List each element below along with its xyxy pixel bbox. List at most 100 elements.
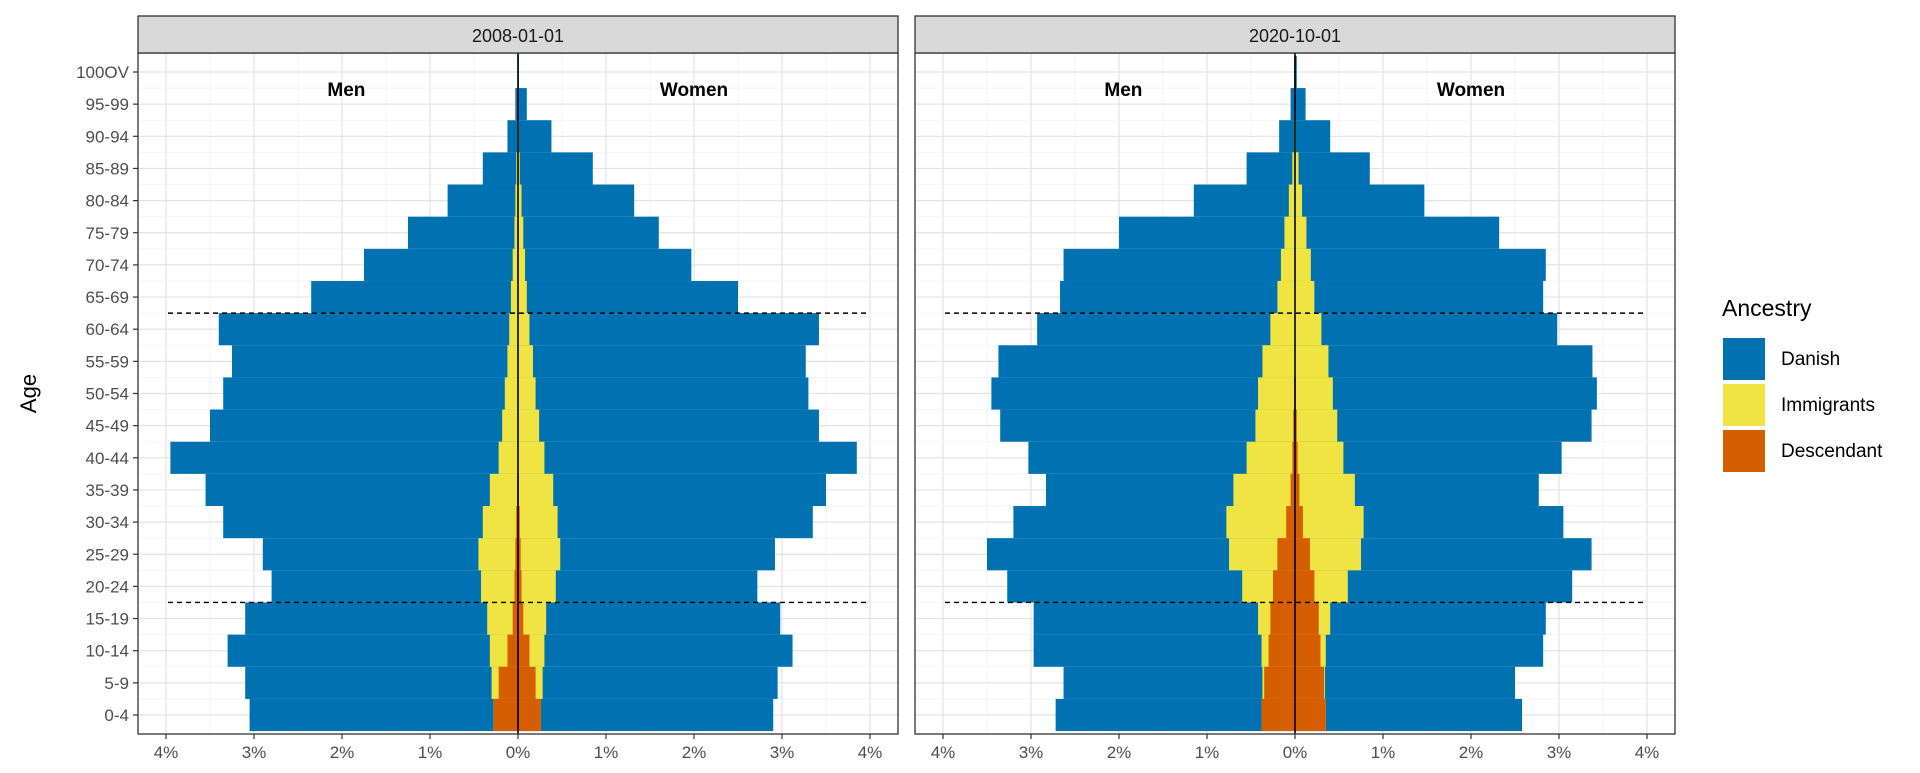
bar-immigrants-men [512,248,518,281]
bar-immigrants-men [504,377,518,410]
bar-immigrants-women [518,570,556,603]
bar-descendant-men [514,570,518,603]
bar-danish-men [262,538,518,571]
panel-title: 2020-10-01 [1249,26,1341,46]
bar-descendant-men [1273,570,1295,603]
bar-danish-men [364,248,518,281]
bar-descendant-women [518,634,530,667]
bar-immigrants-men [1280,248,1295,281]
bar-danish-men [170,441,518,474]
bar-immigrants-men [478,538,518,571]
bar-immigrants-men [502,409,518,442]
legend-label-descendant: Descendant [1781,441,1883,462]
x-tick-label: 1% [594,743,619,762]
legend-label-danish: Danish [1781,349,1840,370]
bar-danish-women [518,377,809,410]
bar-immigrants-men [498,441,518,474]
bar-danish-men [1055,698,1295,732]
x-tick-label: 4% [1635,743,1660,762]
bar-danish-men [1193,184,1295,217]
legend-key-immigrants [1723,384,1765,426]
bar-immigrants-women [518,313,530,346]
x-tick-label: 2% [330,743,355,762]
bar-danish-men [482,152,518,185]
bar-immigrants-men [1288,184,1295,217]
y-tick-label: 85-89 [86,159,129,178]
bar-danish-women [1295,184,1425,217]
bar-immigrants-women [1295,313,1322,346]
bar-descendant-women [1295,570,1315,603]
bar-descendant-women [518,666,536,699]
y-tick-label: 45-49 [86,417,129,436]
bar-descendant-women [1295,602,1319,635]
bar-immigrants-women [518,345,533,378]
bar-danish-women [518,184,635,217]
bar-immigrants-men [516,152,518,185]
bar-danish-men [1037,313,1295,346]
bar-danish-women [518,409,819,442]
y-tick-label: 5-9 [104,674,129,693]
x-tick-label: 2% [682,743,707,762]
bar-danish-men [1063,248,1295,281]
panel-title: 2008-01-01 [472,26,564,46]
bar-danish-women [1295,409,1592,442]
bar-immigrants-men [1255,409,1295,442]
x-tick-label: 4% [931,743,956,762]
bar-danish-women [1295,216,1500,249]
bar-immigrants-men [1258,377,1295,410]
bar-danish-men [507,120,518,153]
x-tick-label: 0% [506,743,531,762]
x-tick-label: 3% [770,743,795,762]
bar-danish-men [1290,88,1295,121]
legend-title: Ancestry [1722,295,1812,321]
x-tick-label: 4% [154,743,179,762]
x-tick-label: 1% [1371,743,1396,762]
bar-immigrants-men [515,184,518,217]
bar-immigrants-women [518,152,520,185]
bar-immigrants-women [1295,409,1338,442]
legend-label-immigrants: Immigrants [1781,395,1875,416]
bar-danish-women [1295,280,1544,314]
bar-danish-women [1295,698,1523,732]
bar-immigrants-men [1246,441,1295,474]
bar-danish-women [1295,120,1331,153]
bar-immigrants-women [1295,152,1299,185]
y-tick-label: 0-4 [104,706,129,725]
x-tick-label: 2% [1459,743,1484,762]
y-tick-label: 90-94 [86,127,129,146]
bar-danish-women [1295,313,1558,346]
y-tick-label: 60-64 [86,320,129,339]
bar-immigrants-men [482,506,518,539]
x-tick-label: 1% [1195,743,1220,762]
x-tick-label: 3% [1019,743,1044,762]
bar-danish-men [1000,409,1295,442]
bar-immigrants-women [518,409,540,442]
y-tick-label: 55-59 [86,352,129,371]
bar-immigrants-men [507,345,518,378]
bar-immigrants-women [1295,506,1364,539]
y-tick-label: 80-84 [86,192,129,211]
bar-danish-women [518,666,778,699]
bar-immigrants-women [1295,377,1333,410]
bar-descendant-men [1290,473,1295,507]
x-tick-label: 2% [1107,743,1132,762]
bar-danish-women [518,602,781,635]
bar-danish-women [1295,152,1370,185]
bar-danish-men [223,506,518,539]
bar-immigrants-men [1262,345,1295,378]
bar-danish-women [518,280,738,314]
bar-descendant-men [1293,409,1295,442]
legend-key-danish [1723,338,1765,380]
bar-descendant-men [1292,441,1295,474]
sex-label-women: Women [1437,80,1505,101]
bar-descendant-men [516,506,518,539]
bar-danish-women [1295,248,1546,281]
bar-descendant-women [1295,538,1310,571]
bar-danish-women [1295,634,1544,667]
bar-danish-women [518,570,758,603]
bar-immigrants-men [1277,280,1295,314]
bar-danish-men [1246,152,1295,185]
bar-immigrants-women [518,538,561,571]
bar-descendant-men [1261,698,1295,732]
